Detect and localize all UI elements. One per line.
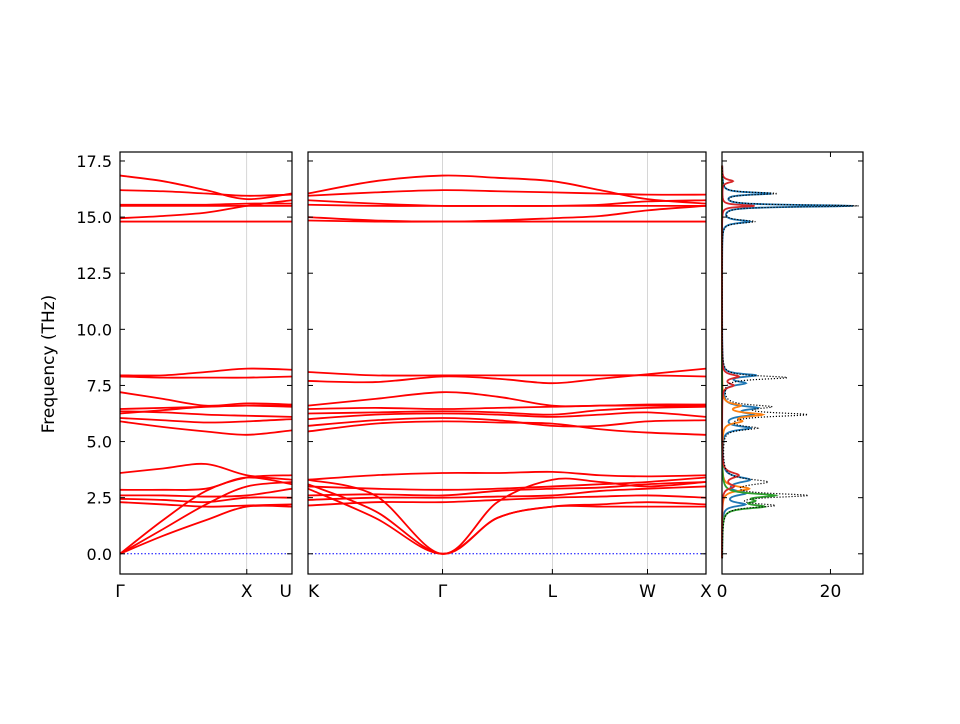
y-tick-label: 2.5 [87,489,112,508]
phonon-band [307,420,707,436]
phonon-band [119,174,293,201]
phonon-band [119,504,293,555]
phonon-band [119,501,293,508]
phonon-band [119,189,293,197]
phonon-band [119,462,293,481]
y-axis-label: Frequency (THz) [39,295,59,434]
phonon-band [307,476,707,491]
y-tick-label: 0.0 [87,545,112,564]
y-tick-label: 5.0 [87,433,112,452]
phonon-band [307,470,707,481]
phonon-band [307,417,707,428]
phonon-band [119,404,293,410]
phonon-band [119,474,293,555]
phonon-band [119,202,293,206]
plot-frame [119,151,293,575]
phonon-band [307,481,707,497]
phonon-band [307,199,707,207]
plot-frame [721,151,864,575]
phonon-band [307,204,707,223]
phonon-band [119,417,293,424]
phonon-band [307,189,707,197]
y-tick-label: 10.0 [76,320,112,339]
phonon-band [119,420,293,436]
phonon-band [119,481,293,555]
phonon-band [307,485,707,501]
x-tick-label: 20 [820,582,842,602]
x-tick-label: U [280,582,292,602]
x-tick-label: X [700,582,712,602]
y-tick-label: 7.5 [87,376,112,395]
band-panel-left: 0.0 2.5 5.0 7.5 10.0 12.5 15.0 17.5 Γ X U [76,151,293,602]
phonon-band [119,487,293,498]
phonon-band [307,371,707,378]
phonon-band [119,476,293,491]
y-tick-label: 12.5 [76,264,112,283]
phonon-band [307,411,707,421]
phonon-band [119,410,293,418]
dos-total-curve [721,165,859,559]
phonon-band [119,391,293,407]
x-tick-label: L [548,582,558,602]
phonon-band [307,494,707,507]
phonon-band [119,375,293,379]
dos-panel: 0 20 [717,151,864,602]
phonon-band [307,405,707,416]
plot-frame [307,151,707,575]
dos-partial-curve [721,165,854,559]
phonon-band [119,496,293,504]
phonon-band [307,483,707,555]
phonon-band [119,367,293,377]
phonon-band [307,219,706,223]
y-tick-label: 17.5 [76,152,112,171]
phonon-band [307,391,707,408]
x-tick-label: W [639,582,656,602]
phonon-band [307,174,707,205]
x-tick-label: Γ [115,582,125,602]
y-tick-label: 15.0 [76,208,112,227]
x-tick-label: Γ [438,582,448,602]
phonon-band [307,404,706,410]
x-tick-label: K [308,582,320,602]
x-tick-label: 0 [717,582,728,602]
x-tick-label: X [241,582,253,602]
